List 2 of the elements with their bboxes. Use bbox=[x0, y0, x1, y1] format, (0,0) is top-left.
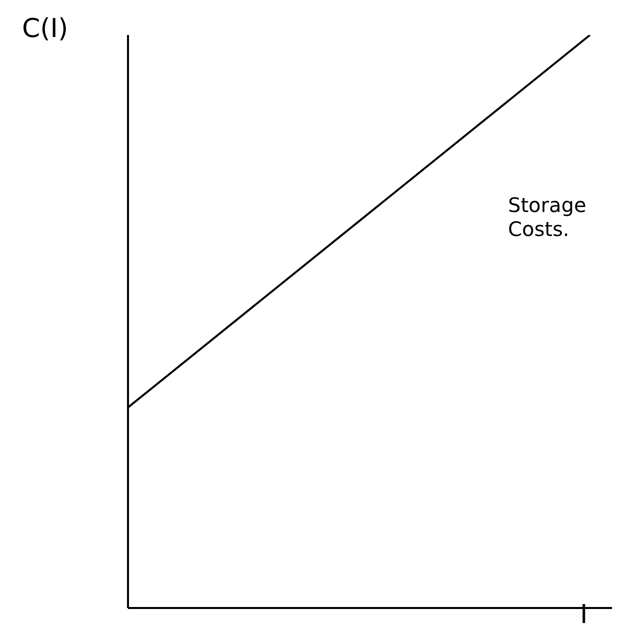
annotation: Storage Costs. bbox=[508, 193, 588, 241]
y-axis-title: C(I) bbox=[22, 14, 68, 44]
